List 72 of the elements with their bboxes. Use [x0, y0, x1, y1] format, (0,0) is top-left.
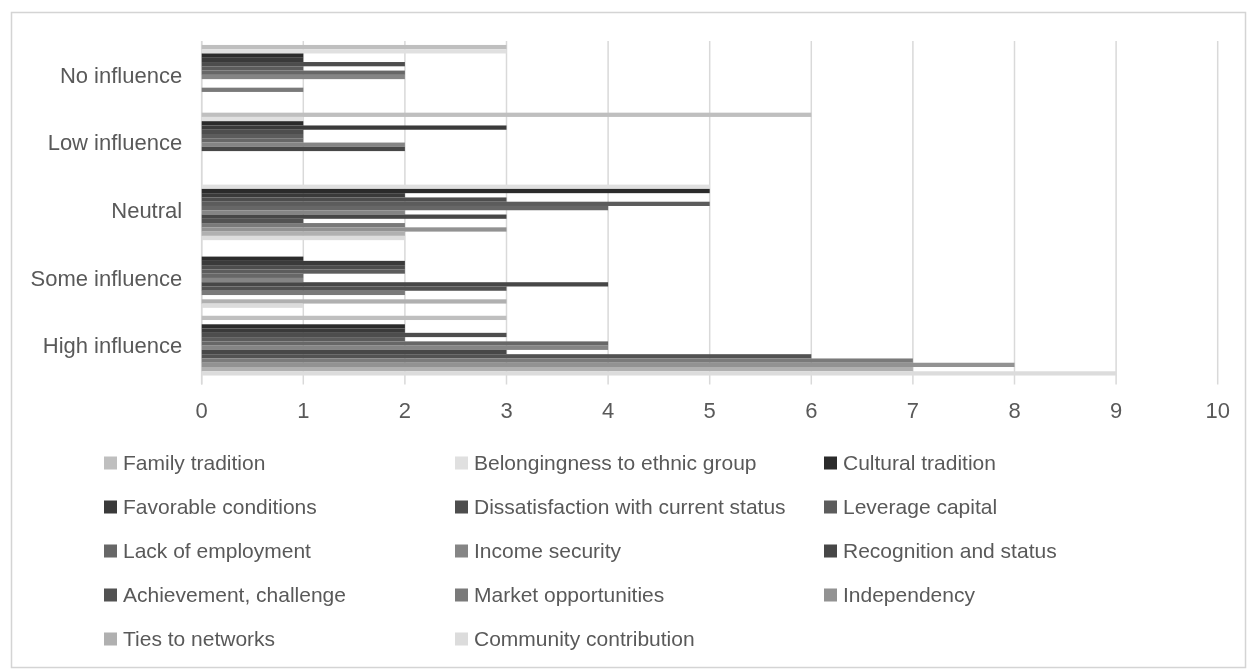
- bar: [201, 354, 812, 359]
- y-tick-label: Some influence: [30, 265, 183, 291]
- bar: [201, 345, 609, 350]
- bar: [201, 57, 304, 63]
- bar: [201, 282, 609, 287]
- bar: [201, 214, 507, 219]
- legend-label: Independency: [843, 583, 976, 607]
- bar: [201, 44, 507, 50]
- legend-label: Lack of employment: [123, 539, 312, 563]
- legend-label: Family tradition: [123, 451, 266, 475]
- bar: [201, 260, 405, 266]
- bar: [201, 367, 913, 372]
- bar: [201, 134, 304, 139]
- bar: [201, 256, 304, 261]
- y-tick-label: No influence: [59, 62, 183, 88]
- bar: [201, 332, 507, 338]
- y-tick-label: High influence: [42, 333, 183, 359]
- bar: [201, 193, 405, 198]
- x-tick-label: 0: [195, 397, 208, 423]
- x-tick-label: 1: [297, 397, 310, 423]
- bar: [201, 125, 507, 130]
- bar: [201, 290, 405, 296]
- bar: [201, 70, 405, 75]
- bar: [201, 146, 405, 152]
- x-tick-label: 7: [906, 397, 920, 423]
- bar: [201, 277, 304, 283]
- legend-label: Community contribution: [474, 627, 695, 651]
- bar: [201, 227, 507, 232]
- bar: [201, 201, 710, 206]
- bar: [201, 231, 405, 236]
- legend-label: Income security: [474, 539, 622, 563]
- bar: [201, 74, 405, 80]
- legend-label: Market opportunities: [474, 583, 665, 607]
- bar: [201, 188, 710, 194]
- legend-label: Belongingness to ethnic group: [474, 451, 757, 475]
- bar: [201, 223, 405, 228]
- bar: [201, 328, 405, 333]
- x-tick-label: 4: [601, 397, 615, 423]
- legend-label: Dissatisfaction with current status: [474, 495, 786, 519]
- x-tick-label: 2: [398, 397, 412, 423]
- legend-label: Leverage capital: [843, 495, 998, 519]
- y-tick-label: Low influence: [47, 130, 183, 156]
- x-tick-label: 10: [1205, 397, 1230, 423]
- bar: [201, 142, 405, 147]
- bar: [201, 299, 507, 304]
- x-tick-label: 3: [500, 397, 513, 423]
- legend-label: Recognition and status: [843, 539, 1057, 563]
- bar: [201, 87, 304, 92]
- bar: [201, 362, 1015, 368]
- x-tick-label: 9: [1109, 397, 1123, 423]
- bar: [201, 324, 405, 329]
- bar: [201, 269, 405, 274]
- bar: [201, 121, 304, 126]
- bar: [201, 62, 405, 67]
- x-tick-label: 6: [805, 397, 818, 423]
- x-tick-label: 8: [1008, 397, 1021, 423]
- bar: [201, 53, 304, 58]
- x-tick-label: 5: [703, 397, 716, 423]
- bar: [201, 265, 405, 270]
- bar: [201, 358, 913, 363]
- bar: [201, 315, 507, 321]
- bar: [201, 210, 405, 215]
- bar: [201, 112, 812, 117]
- y-tick-label: Neutral: [111, 197, 183, 223]
- legend-label: Favorable conditions: [123, 495, 317, 519]
- bar: [201, 197, 507, 202]
- legend-label: Achievement, challenge: [123, 583, 346, 607]
- bar: [201, 138, 304, 143]
- legend-label: Cultural tradition: [843, 451, 996, 475]
- bar: [201, 341, 609, 346]
- legend-label: Ties to networks: [123, 627, 276, 651]
- bar: [201, 129, 304, 135]
